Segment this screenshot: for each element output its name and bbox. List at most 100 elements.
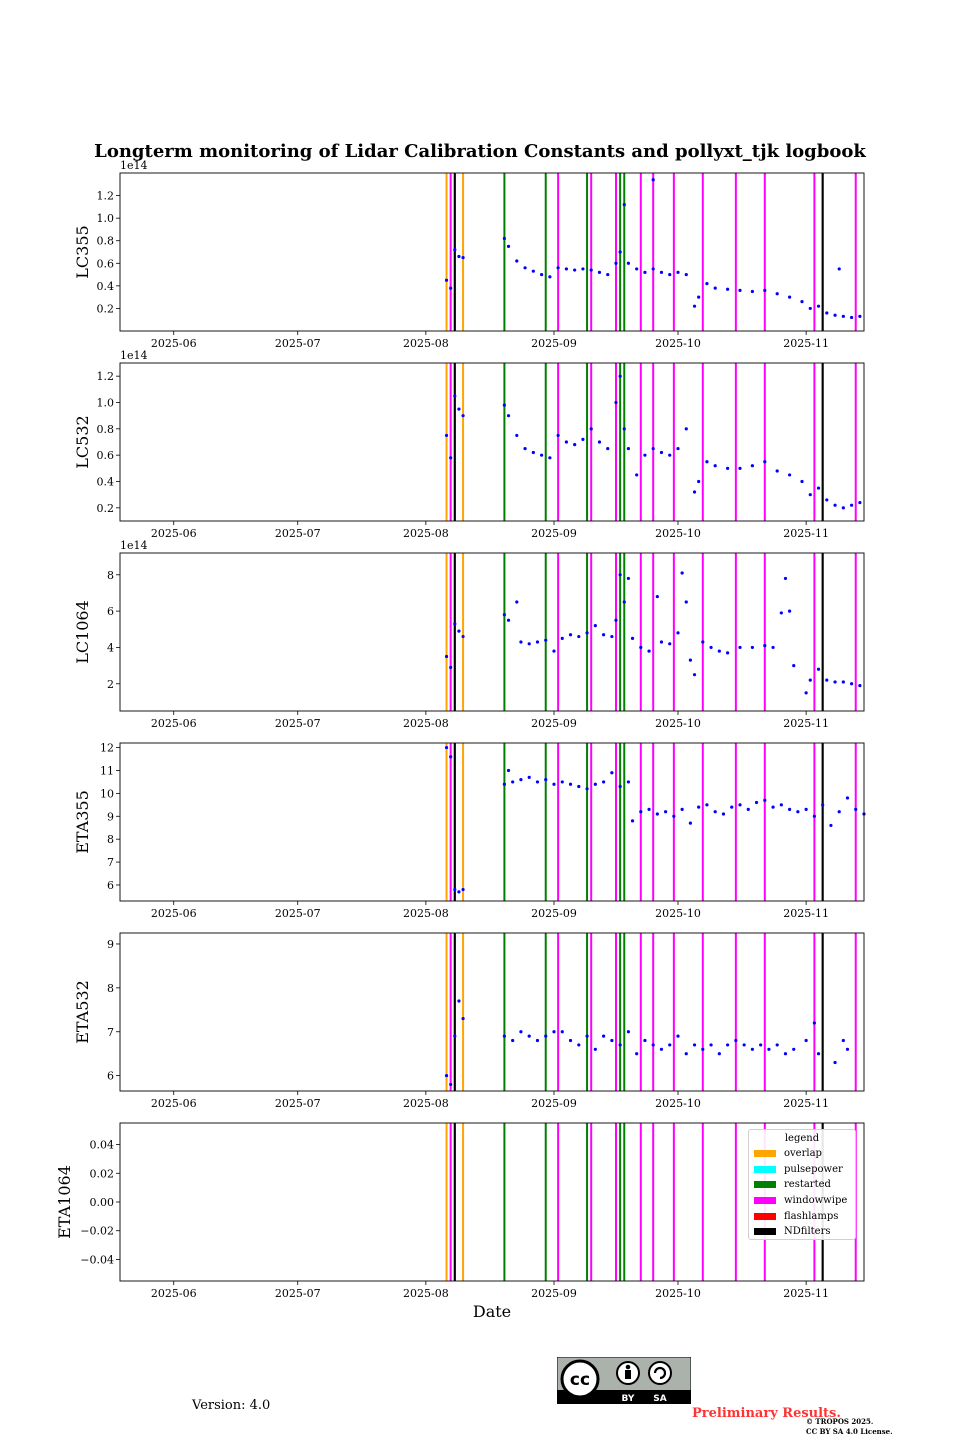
x-tick-label: 2025-09 (531, 337, 577, 350)
data-point (577, 784, 581, 789)
data-point (444, 433, 449, 438)
panel-lc532: 2025-06 2025-07 2025-08 2025-09 2025-10 2025-… (73, 349, 865, 540)
data-point (767, 1047, 771, 1051)
axes-frame (119, 742, 865, 902)
y-tick-label: 9 (107, 938, 114, 951)
data-point (763, 288, 767, 292)
y-tick-label: 11 (100, 764, 114, 777)
data-point (527, 642, 531, 646)
data-point (717, 1052, 721, 1056)
data-point (635, 267, 639, 271)
data-point (680, 571, 684, 575)
legend-swatch (754, 1228, 776, 1236)
data-point (709, 1043, 713, 1047)
legend-entry-windowwipe: windowwipe (749, 1193, 855, 1209)
data-point (610, 634, 614, 639)
x-tick-label: 2025-10 (655, 1097, 701, 1110)
data-point (651, 446, 655, 451)
data-point (788, 473, 792, 477)
data-point (602, 780, 606, 784)
data-point (668, 272, 672, 277)
data-point (449, 286, 453, 290)
x-tick-label: 2025-11 (783, 1287, 829, 1300)
x-tick-label: 2025-11 (783, 1097, 829, 1110)
y-tick-label: −0.02 (80, 1225, 114, 1238)
data-point (858, 683, 862, 688)
y-tick-label: 4 (107, 641, 114, 654)
data-point (511, 1038, 515, 1043)
data-point (783, 576, 788, 581)
copyright-notice: © TROPOS 2025. CC BY SA 4.0 License. (806, 1417, 893, 1437)
y-axis-label: ETA532 (73, 980, 92, 1044)
data-point (502, 1034, 506, 1038)
data-point (593, 782, 597, 786)
data-point (556, 433, 560, 438)
y-axis-label: ETA1064 (55, 1165, 74, 1239)
x-tick-label: 2025-08 (403, 337, 449, 350)
data-point (738, 803, 742, 807)
data-point (804, 691, 808, 695)
y-tick-label: 0.6 (97, 449, 115, 462)
data-point (738, 466, 742, 470)
data-point (668, 642, 672, 646)
legend-entry-restarted: restarted (749, 1177, 855, 1193)
data-point (825, 678, 829, 682)
x-tick-label: 2025-07 (275, 1097, 321, 1110)
data-point (531, 269, 535, 273)
y-tick-label: 1.2 (97, 190, 115, 203)
x-tick-label: 2025-06 (151, 1097, 197, 1110)
x-tick-label: 2025-09 (531, 717, 577, 730)
data-point (655, 594, 659, 599)
data-point (837, 267, 841, 271)
data-point (444, 745, 449, 750)
panel-eta532: 2025-06 2025-07 2025-08 2025-09 2025-10 2025-… (73, 932, 865, 1110)
data-point (829, 823, 833, 828)
data-point (535, 1038, 540, 1043)
y-offset-text: 1e14 (120, 539, 148, 552)
data-point (684, 600, 688, 604)
data-point (771, 645, 775, 650)
x-tick-label: 2025-10 (655, 907, 701, 920)
data-point (833, 313, 837, 317)
data-point (726, 1043, 730, 1047)
data-point (730, 805, 734, 809)
data-point (597, 440, 602, 444)
data-point (581, 437, 585, 441)
data-point (668, 1043, 672, 1047)
data-point (560, 636, 564, 640)
data-point (684, 1052, 688, 1056)
x-tick-label: 2025-07 (275, 1287, 321, 1300)
legend-swatch (754, 1197, 776, 1205)
data-point (639, 645, 643, 650)
y-tick-label: 1.2 (97, 370, 115, 383)
data-point (639, 810, 643, 814)
data-point (701, 640, 705, 644)
data-point (449, 755, 453, 759)
data-point (763, 798, 767, 802)
y-tick-label: 0.00 (90, 1196, 115, 1209)
data-point (738, 645, 742, 650)
data-point (449, 1082, 453, 1087)
x-tick-label: 2025-07 (275, 527, 321, 540)
data-point (800, 479, 804, 484)
data-point (602, 633, 606, 637)
x-tick-label: 2025-06 (151, 907, 197, 920)
data-point (548, 456, 552, 460)
data-point (461, 887, 465, 892)
legend: legend overlap pulsepower restarted wind… (748, 1129, 856, 1240)
data-point (709, 645, 713, 650)
y-tick-label: 0.8 (97, 423, 115, 436)
data-point (854, 807, 858, 812)
y-tick-label: 6 (107, 1070, 114, 1083)
data-point (643, 1038, 647, 1043)
data-point (560, 780, 564, 784)
data-point (630, 819, 635, 823)
legend-label: pulsepower (784, 1163, 843, 1175)
data-point (759, 1043, 763, 1047)
y-tick-label: 0.2 (97, 302, 115, 315)
data-point (796, 810, 800, 814)
data-point (506, 618, 511, 622)
data-point (577, 1043, 581, 1047)
axes-frame (119, 362, 865, 522)
data-point (688, 658, 693, 662)
